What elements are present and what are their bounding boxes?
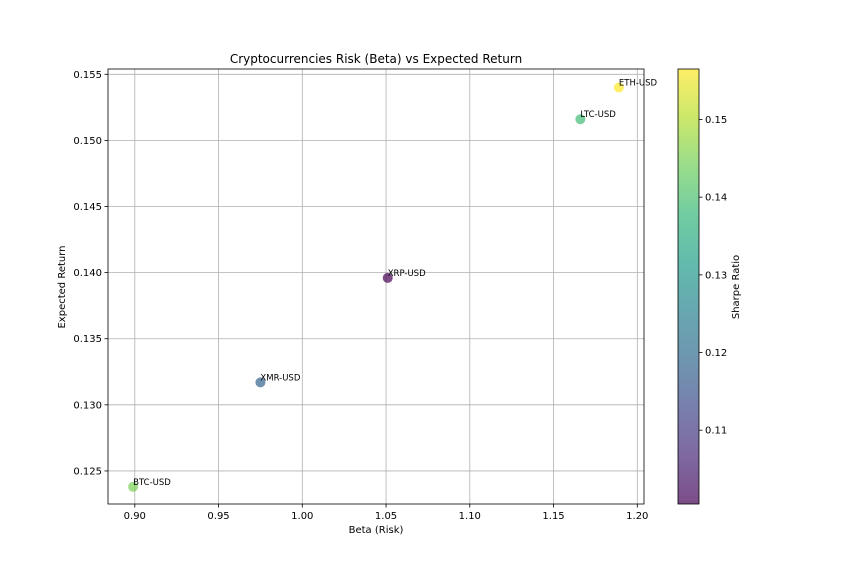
y-axis-ticks: 0.125 0.130 0.135 0.140 0.145 0.150 0.155 bbox=[73, 70, 108, 477]
x-tick-label: 1.20 bbox=[626, 511, 648, 522]
x-tick-label: 0.95 bbox=[207, 511, 229, 522]
y-tick-label: 0.145 bbox=[73, 202, 102, 213]
point-label: XMR-USD bbox=[260, 373, 300, 383]
data-point-xrp-usd bbox=[382, 272, 393, 283]
colorbar-tick-label: 0.11 bbox=[705, 426, 727, 437]
colorbar-tick-label: 0.14 bbox=[705, 193, 727, 204]
y-tick-label: 0.130 bbox=[73, 400, 102, 411]
colorbar-tick-label: 0.13 bbox=[705, 270, 727, 281]
colorbar-gradient bbox=[677, 68, 700, 505]
chart-title: Cryptocurrencies Risk (Beta) vs Expected… bbox=[230, 52, 522, 66]
colorbar-tick-label: 0.15 bbox=[705, 115, 727, 126]
point-label: XRP-USD bbox=[388, 269, 426, 279]
data-point-xmr-usd bbox=[255, 377, 266, 388]
grid-lines bbox=[108, 69, 644, 504]
y-tick-label: 0.125 bbox=[73, 466, 102, 477]
data-point-btc-usd bbox=[128, 481, 139, 492]
x-tick-label: 1.00 bbox=[291, 511, 313, 522]
y-axis-label: Expected Return bbox=[57, 245, 68, 328]
y-tick-label: 0.155 bbox=[73, 70, 102, 81]
plot-area-frame bbox=[107, 68, 645, 505]
colorbar-label: Sharpe Ratio bbox=[731, 255, 742, 319]
point-label: ETH-USD bbox=[619, 79, 658, 89]
x-tick-label: 1.10 bbox=[459, 511, 481, 522]
data-point-ltc-usd bbox=[575, 114, 586, 125]
x-tick-label: 0.90 bbox=[124, 511, 146, 522]
x-tick-label: 1.05 bbox=[375, 511, 397, 522]
point-label: BTC-USD bbox=[133, 478, 171, 488]
y-tick-label: 0.135 bbox=[73, 334, 102, 345]
data-points: BTC-USD XMR-USD XRP-USD LTC-USD ETH-USD bbox=[128, 79, 658, 492]
x-tick-label: 1.15 bbox=[542, 511, 564, 522]
y-tick-label: 0.150 bbox=[73, 136, 102, 147]
x-axis-label: Beta (Risk) bbox=[349, 525, 404, 536]
colorbar: 0.11 0.12 0.13 0.14 0.15 bbox=[677, 68, 727, 505]
colorbar-tick-label: 0.12 bbox=[705, 348, 727, 359]
x-axis-ticks: 0.90 0.95 1.00 1.05 1.10 1.15 1.20 bbox=[124, 504, 648, 522]
point-label: LTC-USD bbox=[580, 110, 616, 120]
data-point-eth-usd bbox=[613, 82, 624, 93]
y-tick-label: 0.140 bbox=[73, 268, 102, 279]
